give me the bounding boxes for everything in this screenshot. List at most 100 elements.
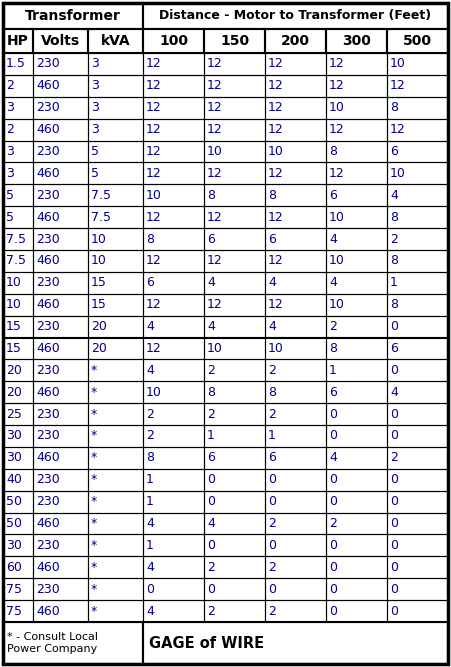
Bar [265,293,326,315]
Bar [204,360,265,382]
Text: 0: 0 [268,474,276,486]
Text: 0: 0 [390,474,398,486]
Bar [204,425,265,447]
Text: 5: 5 [6,189,14,201]
Bar [326,119,387,141]
Bar [88,447,143,469]
Bar [265,97,326,119]
Bar [143,469,204,491]
Bar [387,293,448,315]
Bar [143,53,204,75]
Bar [265,29,326,53]
Bar [265,228,326,250]
Bar [326,491,387,512]
Bar [88,315,143,338]
Text: 8: 8 [207,189,215,201]
Bar [265,534,326,556]
Bar [88,315,143,338]
Bar [387,29,448,53]
Text: 4: 4 [390,386,398,399]
Bar [143,447,204,469]
Bar [143,578,204,600]
Text: 20: 20 [6,386,22,399]
Bar [3,75,33,97]
Text: * - Consult Local
Power Company: * - Consult Local Power Company [7,632,98,654]
Bar [265,447,326,469]
Text: 2: 2 [268,364,276,377]
Bar [265,382,326,403]
Bar [387,512,448,534]
Bar [3,141,33,163]
Bar [265,141,326,163]
Text: 3: 3 [91,101,99,114]
Bar [33,491,88,512]
Bar [143,315,204,338]
Text: 0: 0 [207,539,215,552]
Text: 230: 230 [36,474,60,486]
Text: 0: 0 [329,408,337,421]
Bar [33,534,88,556]
Bar [88,360,143,382]
Bar [326,29,387,53]
Bar [88,600,143,622]
Bar [204,75,265,97]
Text: 0: 0 [390,539,398,552]
Text: 4: 4 [146,517,154,530]
Bar [204,119,265,141]
Bar [204,491,265,512]
Bar [88,512,143,534]
Bar [3,622,143,664]
Bar [88,163,143,184]
Text: 0: 0 [390,604,398,618]
Bar [265,360,326,382]
Bar [88,556,143,578]
Bar [33,228,88,250]
Text: 3: 3 [91,79,99,92]
Bar [387,534,448,556]
Bar [3,119,33,141]
Bar [33,382,88,403]
Text: 8: 8 [329,342,337,355]
Bar [326,556,387,578]
Bar [3,469,33,491]
Bar [33,534,88,556]
Bar [387,403,448,425]
Text: 6: 6 [329,189,337,201]
Text: 0: 0 [390,430,398,442]
Text: 20: 20 [91,320,107,333]
Bar [33,119,88,141]
Bar [387,600,448,622]
Bar [387,315,448,338]
Bar [143,272,204,293]
Bar [204,512,265,534]
Text: 4: 4 [329,276,337,289]
Text: 460: 460 [36,386,60,399]
Bar [3,534,33,556]
Text: 2: 2 [146,408,154,421]
Bar [265,447,326,469]
Bar [33,556,88,578]
Bar [387,206,448,228]
Text: *: * [91,539,97,552]
Bar [265,119,326,141]
Bar [3,556,33,578]
Bar [326,206,387,228]
Bar [3,578,33,600]
Bar [3,600,33,622]
Bar [265,75,326,97]
Bar [3,272,33,293]
Bar [326,447,387,469]
Bar [33,119,88,141]
Bar [143,491,204,512]
Bar [33,512,88,534]
Bar [387,53,448,75]
Bar [3,315,33,338]
Bar [88,447,143,469]
Bar [143,250,204,272]
Text: 12: 12 [207,101,223,114]
Text: 75: 75 [6,604,22,618]
Bar [33,141,88,163]
Text: 4: 4 [268,276,276,289]
Bar [3,512,33,534]
Bar [33,163,88,184]
